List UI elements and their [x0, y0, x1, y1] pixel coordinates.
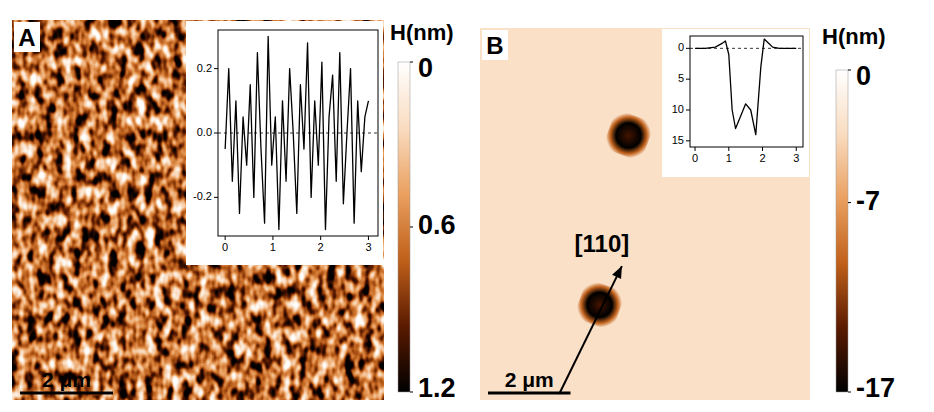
figure: 0.2 0.0 -0.2 0 1 2 3 A 2 μm H(nm) 0 0.6 1.2 0 5 10 15 0 1 2… [0, 0, 934, 412]
x-tick [728, 147, 729, 151]
inset-plot: 0.2 0.0 -0.2 0 1 2 3 [186, 21, 383, 265]
arrow-head [612, 266, 622, 279]
panel-letter-bg [482, 30, 508, 60]
x-tick-label: 2 [759, 152, 765, 164]
scale-bar-label: 2 μm [42, 368, 91, 391]
colorbar-tick-label: 0 [856, 61, 871, 91]
inset-background [186, 21, 383, 265]
scale-bar-label: 2 μm [505, 368, 554, 391]
inset-lines [225, 36, 368, 229]
colorbar-tick-label: -7 [856, 186, 880, 216]
colorbar-tick-label: -17 [856, 373, 895, 403]
y-tick [686, 140, 690, 141]
y-tick [214, 68, 218, 69]
x-tick [796, 147, 797, 151]
x-tick-label: 0 [692, 152, 698, 164]
colorbar-title: H(nm) [822, 24, 886, 49]
surface-texture [12, 20, 384, 400]
x-tick [320, 236, 321, 240]
afm-image [480, 28, 810, 400]
pit-group [573, 278, 626, 331]
y-tick-label: 5 [678, 72, 684, 84]
colorbar [398, 62, 410, 392]
y-tick [686, 48, 690, 49]
scale-bar [488, 392, 571, 395]
panel: 0.2 0.0 -0.2 0 1 2 3 A 2 μm H(nm) 0 0.6 1.2 [12, 20, 456, 403]
colorbar-title: H(nm) [390, 20, 454, 45]
y-tick [214, 197, 218, 198]
x-tick [368, 236, 369, 240]
x-tick [272, 236, 273, 240]
afm-image [12, 20, 384, 400]
surface-background [480, 28, 810, 400]
pit-group [602, 109, 655, 162]
colorbar-tick [410, 62, 413, 63]
x-tick-label: 0 [222, 241, 228, 253]
x-tick-label: 3 [365, 241, 371, 253]
inset-frame [690, 36, 803, 147]
colorbar-tick [410, 227, 413, 228]
direction-arrow [559, 266, 622, 394]
x-tick [695, 147, 696, 151]
etch-pit [602, 109, 655, 162]
colorbar-tick [848, 70, 851, 71]
profile-line [225, 36, 368, 229]
panel-letter: B [486, 32, 503, 59]
x-tick-label: 1 [726, 152, 732, 164]
colorbar-tick [848, 202, 851, 203]
colorbar-tick-label: 0 [418, 53, 433, 83]
y-tick [686, 79, 690, 80]
x-tick [225, 236, 226, 240]
panel: 0 5 10 15 0 1 2 3 B 2 μm [110] H(nm) 0 -7 -17 [480, 24, 895, 403]
y-tick-label: 0.0 [197, 126, 212, 138]
colorbar-tick-label: 1.2 [418, 373, 456, 403]
colorbar-tick [410, 392, 413, 393]
x-tick-label: 2 [318, 241, 324, 253]
inset-background [662, 29, 809, 177]
direction-label: [110] [575, 230, 630, 257]
inset-plot: 0 5 10 15 0 1 2 3 [662, 29, 809, 177]
colorbar-tick [848, 392, 851, 393]
inset-frame [218, 30, 378, 236]
x-tick [762, 147, 763, 151]
y-tick-label: 0.2 [197, 62, 212, 74]
y-tick-label: 10 [672, 103, 684, 115]
y-tick-label: 15 [672, 134, 684, 146]
y-tick [686, 110, 690, 111]
panel-letter-bg [14, 22, 40, 52]
colorbar [836, 70, 848, 392]
y-tick [214, 133, 218, 134]
x-tick-label: 3 [793, 152, 799, 164]
x-tick-label: 1 [270, 241, 276, 253]
y-tick-label: 0 [678, 41, 684, 53]
inset-lines [695, 39, 796, 135]
colorbar-tick-label: 0.6 [418, 210, 456, 240]
etch-pit [573, 278, 626, 331]
profile-line [695, 39, 796, 135]
scale-bar [20, 392, 113, 395]
panel-letter: A [18, 24, 35, 51]
y-tick-label: -0.2 [193, 190, 212, 202]
